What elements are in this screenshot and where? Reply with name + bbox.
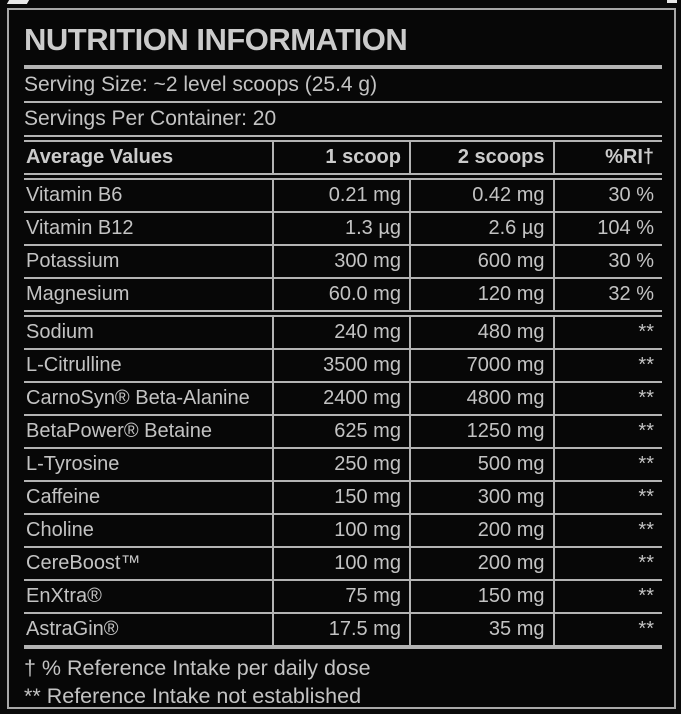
value-1-scoop: 100 mg bbox=[271, 547, 410, 581]
ingredient-name: BetaPower® Betaine bbox=[24, 415, 273, 449]
value-ri: ** bbox=[552, 313, 662, 350]
table-row: Magnesium 60.0 mg 120 mg 32 % bbox=[24, 278, 662, 317]
column-header-1-scoop: 1 scoop bbox=[271, 142, 410, 180]
value-ri: ** bbox=[552, 514, 662, 548]
value-1-scoop: 240 mg bbox=[271, 313, 410, 350]
table-row: Sodium 240 mg 480 mg ** bbox=[24, 313, 662, 350]
nutrition-title: NUTRITION INFORMATION bbox=[24, 22, 408, 57]
table-row: L-Tyrosine 250 mg 500 mg ** bbox=[24, 448, 662, 482]
column-header-average-values: Average Values bbox=[24, 142, 273, 180]
serving-size-text: Serving Size: ~2 level scoops (25.4 g) bbox=[24, 73, 378, 96]
value-ri: ** bbox=[552, 415, 662, 449]
ingredient-name: EnXtra® bbox=[24, 580, 273, 614]
table-row: EnXtra® 75 mg 150 mg ** bbox=[24, 580, 662, 614]
value-2-scoops: 4800 mg bbox=[408, 382, 554, 416]
label-panel: NUTRITION INFORMATION Serving Size: ~2 l… bbox=[7, 8, 676, 709]
value-2-scoops: 1250 mg bbox=[408, 415, 554, 449]
value-1-scoop: 250 mg bbox=[271, 448, 410, 482]
value-1-scoop: 0.21 mg bbox=[271, 176, 410, 213]
table-row: Choline 100 mg 200 mg ** bbox=[24, 514, 662, 548]
value-2-scoops: 0.42 mg bbox=[408, 176, 554, 213]
ingredient-name: AstraGin® bbox=[24, 613, 273, 649]
value-2-scoops: 200 mg bbox=[408, 514, 554, 548]
value-ri: ** bbox=[552, 349, 662, 383]
value-ri: ** bbox=[552, 580, 662, 614]
serving-size-divider bbox=[24, 101, 662, 103]
table-row: L-Citrulline 3500 mg 7000 mg ** bbox=[24, 349, 662, 383]
value-1-scoop: 300 mg bbox=[271, 245, 410, 279]
ingredient-name: Vitamin B6 bbox=[24, 176, 273, 213]
value-ri: 104 % bbox=[552, 212, 662, 246]
table-row: AstraGin® 17.5 mg 35 mg ** bbox=[24, 613, 662, 649]
ingredient-name: CereBoost™ bbox=[24, 547, 273, 581]
value-1-scoop: 625 mg bbox=[271, 415, 410, 449]
table-row: CereBoost™ 100 mg 200 mg ** bbox=[24, 547, 662, 581]
value-ri: 32 % bbox=[552, 278, 662, 317]
value-1-scoop: 60.0 mg bbox=[271, 278, 410, 317]
value-ri: 30 % bbox=[552, 176, 662, 213]
table-row: Caffeine 150 mg 300 mg ** bbox=[24, 481, 662, 515]
footnotes: † % Reference Intake per daily dose ** R… bbox=[24, 649, 662, 710]
value-ri: ** bbox=[552, 613, 662, 649]
value-2-scoops: 150 mg bbox=[408, 580, 554, 614]
pre-table-divider bbox=[24, 135, 662, 142]
value-2-scoops: 480 mg bbox=[408, 313, 554, 350]
table-row: Vitamin B6 0.21 mg 0.42 mg 30 % bbox=[24, 176, 662, 213]
ingredient-name: Magnesium bbox=[24, 278, 273, 317]
ingredient-name: CarnoSyn® Beta-Alanine bbox=[24, 382, 273, 416]
table-row: Potassium 300 mg 600 mg 30 % bbox=[24, 245, 662, 279]
value-2-scoops: 200 mg bbox=[408, 547, 554, 581]
footnote-reference-intake: † % Reference Intake per daily dose bbox=[24, 656, 371, 680]
value-2-scoops: 2.6 µg bbox=[408, 212, 554, 246]
table-row: Vitamin B12 1.3 µg 2.6 µg 104 % bbox=[24, 212, 662, 246]
value-2-scoops: 35 mg bbox=[408, 613, 554, 649]
servings-per-container-text: Servings Per Container: 20 bbox=[24, 107, 277, 130]
ingredient-name: Sodium bbox=[24, 313, 273, 350]
value-ri: 30 % bbox=[552, 245, 662, 279]
value-1-scoop: 1.3 µg bbox=[271, 212, 410, 246]
label-edge-artifact bbox=[6, 0, 30, 4]
label-edge-artifact bbox=[667, 0, 677, 3]
nutrition-table: Average Values 1 scoop 2 scoops %RI† Vit… bbox=[24, 142, 662, 649]
table-row: BetaPower® Betaine 625 mg 1250 mg ** bbox=[24, 415, 662, 449]
value-1-scoop: 2400 mg bbox=[271, 382, 410, 416]
value-1-scoop: 17.5 mg bbox=[271, 613, 410, 649]
value-1-scoop: 100 mg bbox=[271, 514, 410, 548]
value-1-scoop: 75 mg bbox=[271, 580, 410, 614]
column-header-ri: %RI† bbox=[552, 142, 662, 180]
ingredient-name: Choline bbox=[24, 514, 273, 548]
value-2-scoops: 300 mg bbox=[408, 481, 554, 515]
value-1-scoop: 3500 mg bbox=[271, 349, 410, 383]
column-header-2-scoops: 2 scoops bbox=[408, 142, 554, 180]
ingredient-name: Caffeine bbox=[24, 481, 273, 515]
ingredient-name: L-Citrulline bbox=[24, 349, 273, 383]
value-2-scoops: 7000 mg bbox=[408, 349, 554, 383]
value-ri: ** bbox=[552, 547, 662, 581]
value-ri: ** bbox=[552, 448, 662, 482]
value-1-scoop: 150 mg bbox=[271, 481, 410, 515]
value-ri: ** bbox=[552, 481, 662, 515]
table-row: CarnoSyn® Beta-Alanine 2400 mg 4800 mg *… bbox=[24, 382, 662, 416]
value-2-scoops: 600 mg bbox=[408, 245, 554, 279]
table-header-row: Average Values 1 scoop 2 scoops %RI† bbox=[24, 142, 662, 180]
ingredient-name: L-Tyrosine bbox=[24, 448, 273, 482]
value-2-scoops: 500 mg bbox=[408, 448, 554, 482]
title-divider bbox=[24, 65, 662, 69]
footnote-not-established: ** Reference Intake not established bbox=[24, 684, 362, 708]
ingredient-name: Potassium bbox=[24, 245, 273, 279]
value-2-scoops: 120 mg bbox=[408, 278, 554, 317]
ingredient-name: Vitamin B12 bbox=[24, 212, 273, 246]
value-ri: ** bbox=[552, 382, 662, 416]
